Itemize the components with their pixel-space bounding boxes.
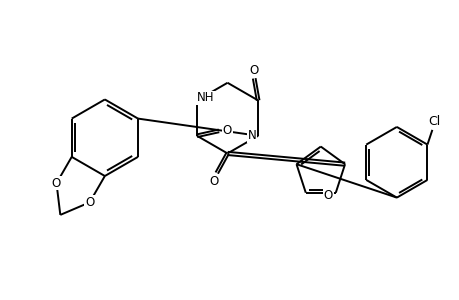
Text: O: O: [52, 177, 61, 190]
Text: N: N: [247, 129, 256, 142]
Text: O: O: [85, 196, 94, 209]
Text: Cl: Cl: [428, 115, 440, 128]
Text: O: O: [209, 175, 218, 188]
Text: NH: NH: [196, 92, 214, 104]
Text: O: O: [323, 189, 332, 202]
Text: O: O: [249, 64, 258, 76]
Text: O: O: [222, 124, 231, 137]
